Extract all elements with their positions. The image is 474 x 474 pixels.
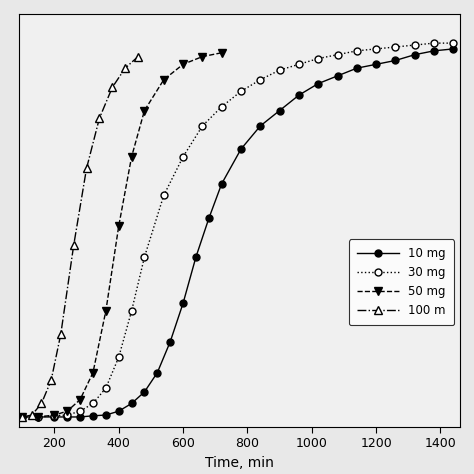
10 mg: [335, 73, 340, 79]
10 mg: [129, 401, 135, 406]
30 mg: [238, 89, 244, 94]
30 mg: [180, 154, 186, 160]
30 mg: [257, 77, 263, 82]
10 mg: [238, 146, 244, 152]
30 mg: [116, 355, 121, 360]
10 mg: [19, 414, 25, 420]
100 m: [19, 414, 25, 420]
10 mg: [257, 123, 263, 129]
30 mg: [335, 52, 340, 57]
50 mg: [142, 108, 147, 113]
30 mg: [450, 40, 456, 46]
10 mg: [64, 414, 70, 420]
10 mg: [77, 414, 83, 420]
X-axis label: Time, min: Time, min: [205, 456, 274, 470]
50 mg: [19, 414, 25, 420]
10 mg: [277, 108, 283, 113]
10 mg: [180, 301, 186, 306]
50 mg: [103, 308, 109, 314]
30 mg: [219, 104, 225, 109]
30 mg: [315, 56, 321, 62]
Line: 30 mg: 30 mg: [18, 40, 457, 420]
100 m: [84, 165, 90, 171]
10 mg: [167, 339, 173, 345]
50 mg: [52, 412, 57, 418]
10 mg: [103, 412, 109, 418]
50 mg: [129, 154, 135, 160]
30 mg: [296, 62, 302, 67]
30 mg: [392, 44, 398, 50]
100 m: [122, 65, 128, 71]
50 mg: [180, 62, 186, 67]
10 mg: [315, 81, 321, 86]
Line: 100 m: 100 m: [18, 53, 142, 421]
10 mg: [219, 181, 225, 187]
30 mg: [77, 408, 83, 414]
30 mg: [374, 46, 379, 52]
10 mg: [142, 389, 147, 395]
10 mg: [412, 52, 418, 57]
10 mg: [296, 92, 302, 98]
10 mg: [354, 65, 360, 71]
10 mg: [90, 413, 96, 419]
100 m: [29, 412, 35, 418]
10 mg: [193, 254, 199, 260]
50 mg: [200, 54, 205, 59]
30 mg: [90, 401, 96, 406]
30 mg: [19, 414, 25, 420]
50 mg: [116, 223, 121, 229]
30 mg: [103, 385, 109, 391]
10 mg: [116, 408, 121, 414]
Legend: 10 mg, 30 mg, 50 mg, 100 m: 10 mg, 30 mg, 50 mg, 100 m: [349, 239, 454, 325]
100 m: [71, 243, 76, 248]
30 mg: [36, 414, 41, 420]
30 mg: [200, 123, 205, 129]
50 mg: [36, 414, 41, 420]
30 mg: [142, 254, 147, 260]
10 mg: [431, 48, 437, 54]
10 mg: [450, 46, 456, 52]
10 mg: [392, 58, 398, 64]
Line: 10 mg: 10 mg: [18, 46, 457, 420]
50 mg: [77, 397, 83, 402]
100 m: [97, 116, 102, 121]
10 mg: [374, 62, 379, 67]
100 m: [135, 54, 141, 59]
30 mg: [161, 192, 166, 198]
10 mg: [155, 370, 160, 375]
30 mg: [412, 42, 418, 48]
50 mg: [161, 77, 166, 82]
50 mg: [90, 370, 96, 375]
100 m: [58, 331, 64, 337]
100 m: [39, 401, 45, 406]
30 mg: [64, 412, 70, 418]
30 mg: [354, 48, 360, 54]
100 m: [109, 84, 115, 90]
10 mg: [36, 414, 41, 420]
10 mg: [52, 414, 57, 420]
50 mg: [64, 408, 70, 414]
30 mg: [129, 308, 135, 314]
Line: 50 mg: 50 mg: [18, 49, 226, 421]
100 m: [48, 377, 54, 383]
10 mg: [206, 216, 212, 221]
30 mg: [277, 67, 283, 73]
50 mg: [219, 50, 225, 55]
30 mg: [431, 40, 437, 46]
30 mg: [52, 413, 57, 419]
